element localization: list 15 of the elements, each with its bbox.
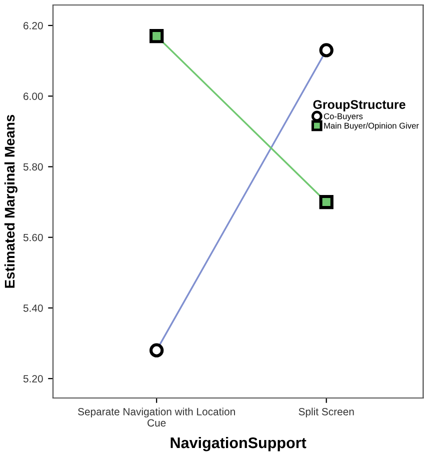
y-tick-label: 5.80 <box>23 163 43 171</box>
x-axis-title: NavigationSupport <box>170 436 306 452</box>
point <box>319 194 334 210</box>
y-axis-title: Estimated Marginal Means <box>4 114 18 288</box>
legend-label: Co-Buyers <box>324 113 363 121</box>
y-tick-label: 5.20 <box>23 375 43 382</box>
x-tick-label: Split Screen <box>298 408 354 418</box>
y-tick-label: 6.20 <box>24 22 43 30</box>
point <box>149 28 164 44</box>
y-tick-label: 6.00 <box>24 92 43 100</box>
legend-label: Main Buyer/Opinion Giver <box>324 122 419 130</box>
y-tick-label: 5.40 <box>23 304 43 312</box>
legend-title: GroupStructure <box>313 100 406 112</box>
x-tick-label: Separate Navigation with Location Cue <box>78 408 235 427</box>
y-tick-label: 5.60 <box>23 234 43 242</box>
